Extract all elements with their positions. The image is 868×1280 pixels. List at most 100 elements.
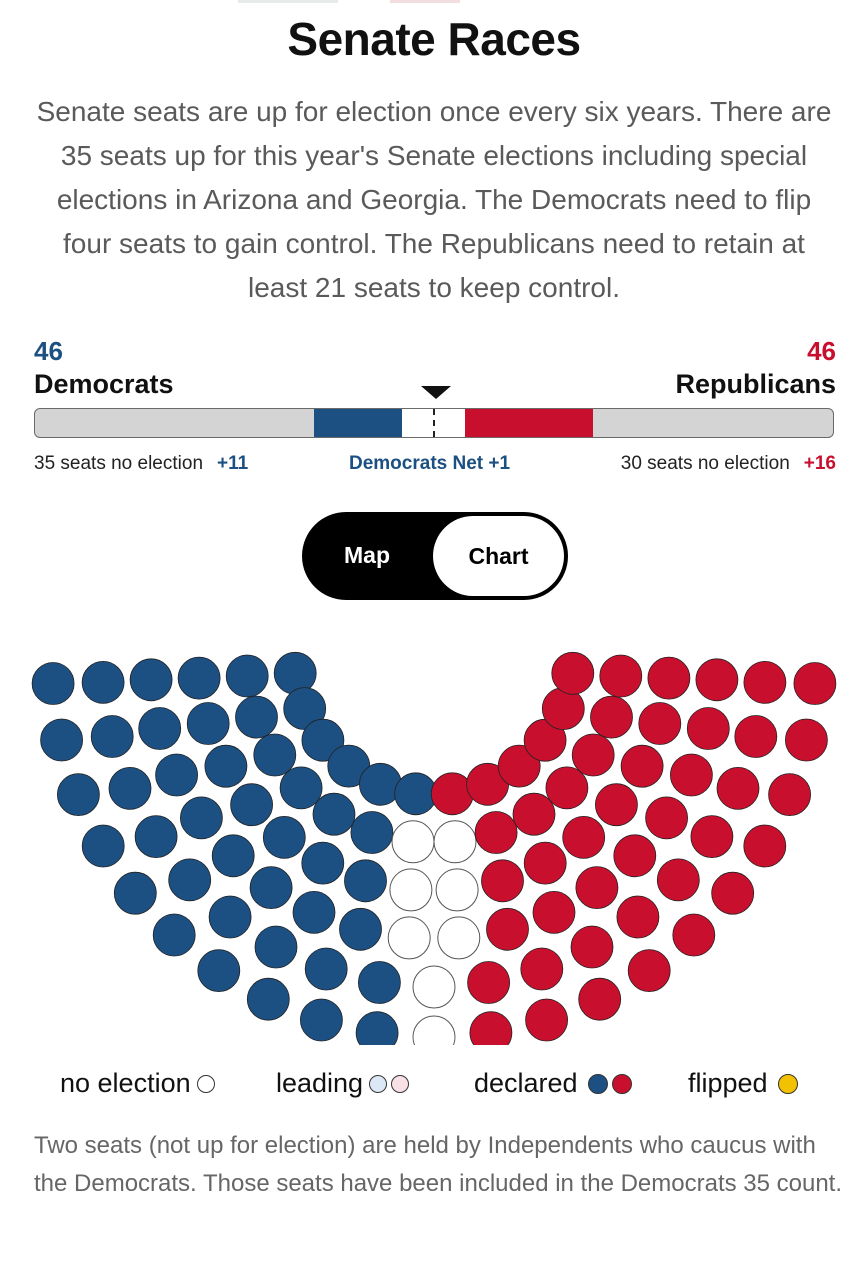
- seat-democrat: [81, 661, 125, 704]
- seat-democrat: [301, 718, 345, 762]
- legend-flipped: flipped: [688, 1068, 798, 1099]
- seat-republican: [562, 815, 606, 859]
- seat-democrat: [249, 866, 293, 910]
- intro-paragraph: Senate seats are up for election once ev…: [36, 96, 832, 303]
- seat-democrat: [179, 796, 223, 840]
- seat-democrat: [262, 815, 306, 859]
- seat-republican: [523, 841, 567, 885]
- seat-republican: [627, 949, 671, 993]
- seat-democrat: [253, 733, 297, 777]
- seat-democrat: [235, 695, 278, 739]
- seat-republican: [690, 815, 734, 859]
- map-toggle-button[interactable]: Map: [344, 542, 390, 568]
- seat-democrat: [108, 766, 152, 810]
- seat-democrat: [292, 890, 336, 934]
- seat-democrat: [129, 658, 173, 702]
- seat-democrat: [177, 656, 221, 700]
- seat-republican: [656, 858, 700, 902]
- bar-segment-democrat-declared: [313, 409, 402, 437]
- view-toggle[interactable]: Map Chart: [302, 512, 568, 600]
- majority-line: [432, 409, 435, 437]
- seat-republican: [620, 744, 664, 788]
- republicans-seat-count: 46: [807, 336, 836, 366]
- seat-democrat: [155, 753, 199, 797]
- seat-democrat: [57, 773, 100, 817]
- republicans-no-election-summary: 30 seats no election +16: [621, 453, 836, 475]
- top-partial-buttons: [0, 0, 868, 4]
- legend-leading: leading: [276, 1068, 410, 1099]
- no-election-dot-icon: [196, 1074, 215, 1093]
- seat-republican: [590, 695, 633, 739]
- seat-democrat: [225, 654, 269, 698]
- page-title: Senate Races: [287, 13, 581, 65]
- seat-republican: [793, 662, 837, 705]
- seat-democrat: [81, 824, 125, 868]
- seat-democrat: [230, 783, 274, 827]
- majority-marker-icon: [421, 386, 451, 399]
- seat-undecided: [391, 820, 435, 864]
- seat-democrat: [355, 1011, 399, 1045]
- seat-republican: [670, 753, 713, 797]
- seat-republican: [768, 773, 811, 817]
- seat-republican: [686, 707, 730, 750]
- seat-democrat: [279, 766, 323, 810]
- seat-republican: [474, 811, 518, 854]
- seat-undecided: [412, 1015, 456, 1045]
- seat-democrat: [246, 977, 290, 1021]
- seat-democrat: [211, 834, 255, 878]
- seat-democrat: [138, 707, 182, 750]
- democrats-no-election-summary: 35 seats no election +11: [34, 453, 248, 475]
- seat-democrat: [197, 949, 241, 993]
- seat-republican: [695, 658, 739, 702]
- seat-republican: [647, 656, 691, 700]
- seat-republican: [467, 961, 511, 1004]
- leading-republican-dot-icon: [391, 1074, 410, 1093]
- legend-declared-label: declared: [474, 1068, 578, 1098]
- senate-seat-chart: [31, 651, 837, 1045]
- seat-democrat: [134, 815, 178, 859]
- legend-leading-label: leading: [276, 1068, 364, 1098]
- seat-republican: [645, 796, 688, 840]
- seat-democrat: [40, 718, 83, 762]
- legend-no-election-label: no election: [60, 1068, 191, 1098]
- seat-democrat: [394, 772, 438, 816]
- bar-segment-republican-declared: [465, 409, 593, 437]
- declared-democrat-dot-icon: [587, 1073, 608, 1094]
- seat-republican: [638, 702, 682, 745]
- seat-democrat: [186, 702, 230, 745]
- partial-button-right: [390, 0, 460, 3]
- seat-republican: [575, 866, 619, 910]
- seat-democrat: [208, 895, 252, 939]
- seat-republican: [616, 895, 660, 939]
- seat-republican: [571, 733, 615, 777]
- leading-democrat-dot-icon: [369, 1074, 388, 1093]
- seat-democrat: [312, 792, 356, 836]
- seat-republican: [512, 792, 556, 836]
- legend-no-election: no election: [60, 1068, 215, 1099]
- republicans-no-election-text: 30 seats no election: [620, 453, 790, 474]
- seat-republican: [551, 651, 595, 695]
- seat-republican: [570, 925, 614, 969]
- seat-republican: [743, 661, 787, 704]
- seat-undecided: [412, 965, 456, 1009]
- seat-republican: [743, 824, 787, 868]
- legend-declared: declared: [474, 1068, 632, 1099]
- democrats-seat-count: 46: [34, 336, 63, 366]
- seat-undecided: [437, 916, 481, 960]
- seat-republican: [497, 744, 541, 788]
- seat-republican: [525, 998, 568, 1042]
- seat-republican: [711, 871, 755, 915]
- seat-republican: [481, 859, 524, 903]
- seat-republican: [599, 654, 643, 698]
- seat-democrat: [31, 662, 75, 705]
- seat-republican: [545, 766, 589, 810]
- chart-toggle-button[interactable]: Chart: [433, 516, 564, 596]
- seat-republican: [469, 1011, 513, 1045]
- seat-republican: [613, 834, 657, 878]
- seat-republican: [578, 977, 622, 1021]
- legend: no election leading declared flipped: [0, 1068, 868, 1104]
- democrats-gain: +11: [217, 453, 249, 474]
- net-change-label: Democrats Net +1: [349, 453, 511, 474]
- seat-undecided: [435, 868, 479, 912]
- seat-republican: [595, 783, 638, 827]
